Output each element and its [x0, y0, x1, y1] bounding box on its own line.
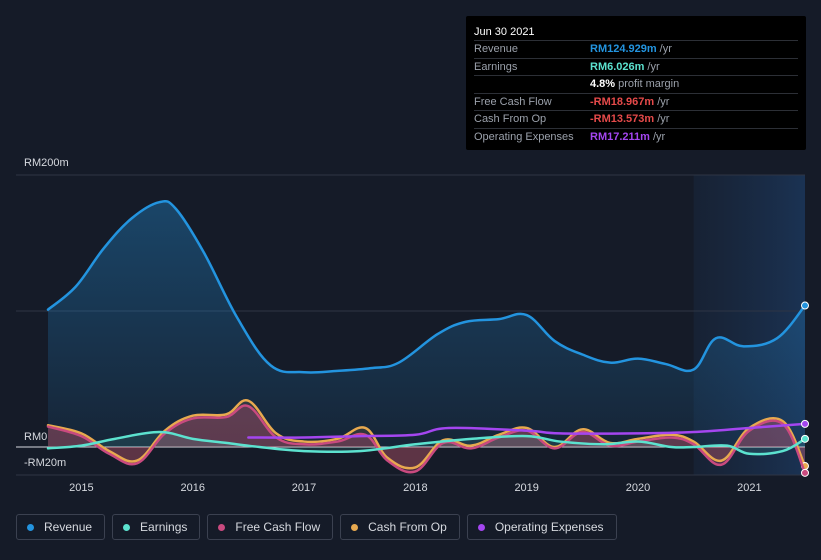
tooltip-row-label: Revenue	[474, 43, 519, 55]
x-tick-label: 2016	[180, 482, 204, 494]
free-cash-flow-line	[46, 404, 807, 475]
x-tick-label: 2019	[514, 482, 538, 494]
x-tick-label: 2018	[403, 482, 427, 494]
x-tick-label: 2017	[292, 482, 316, 494]
free-cash-flow-end-point	[801, 468, 809, 477]
tooltip-row-unit: profit margin	[618, 78, 680, 90]
tooltip-row-label: Operating Expenses	[474, 130, 574, 143]
revenue-line	[46, 199, 807, 374]
revenue-end-point	[801, 301, 809, 310]
x-tick-label: 2021	[737, 482, 761, 494]
tooltip-row-value: 4.8%	[590, 78, 616, 90]
tooltip-row-value: RM6.026m	[590, 60, 645, 73]
cash-from-op-line	[46, 399, 807, 470]
tooltip-row-unit: /yr	[659, 43, 672, 55]
earnings-end-point	[801, 434, 809, 443]
tooltip-row-value: RM17.211m	[590, 130, 650, 143]
legend-dot-icon	[477, 523, 485, 531]
tooltip-row-label: Cash From Op	[474, 113, 547, 125]
tooltip-row: Cash From Op -RM13.573m/yr	[474, 111, 798, 129]
legend-dot-icon	[27, 523, 34, 531]
legend-label: Operating Expenses	[494, 520, 604, 534]
y-tick-label: RM0	[24, 431, 47, 443]
y-tick-label: -RM20m	[24, 457, 66, 469]
tooltip-row: Revenue RM124.929m/yr	[474, 41, 798, 59]
tooltip-row-value: RM124.929m	[590, 43, 657, 55]
tooltip-row-unit: /yr	[652, 130, 666, 143]
tooltip-row-unit: /yr	[647, 60, 660, 73]
tooltip-row-unit: /yr	[657, 95, 670, 108]
tooltip-row: Free Cash Flow -RM18.967m/yr	[474, 94, 798, 111]
legend-label: Revenue	[44, 520, 93, 534]
tooltip-row-value: -RM18.967m	[590, 95, 655, 108]
tooltip-row-label	[474, 76, 590, 93]
x-tick-label: 2020	[626, 482, 650, 494]
tooltip-row: Operating Expenses RM17.211m/yr	[474, 129, 798, 146]
operating-expenses-line	[247, 422, 807, 439]
cash-from-op-area	[48, 400, 805, 469]
tooltip-row-label: Earnings	[474, 60, 518, 73]
tooltip-row-unit: /yr	[657, 113, 670, 125]
legend-item-cash-from-op[interactable]: Cash From Op	[340, 514, 460, 540]
legend-dot-icon	[351, 523, 359, 531]
y-tick-label: RM200m	[24, 157, 69, 169]
chart-legend: Revenue Earnings Free Cash Flow Cash From O…	[16, 514, 617, 540]
legend-label: Cash From Op	[368, 520, 447, 534]
tooltip-row: 4.8% profit margin	[474, 76, 798, 94]
legend-dot-icon	[123, 523, 131, 531]
x-tick-label: 2015	[69, 482, 93, 494]
tooltip-row: Earnings RM6.026m/yr	[474, 59, 798, 76]
legend-label: Free Cash Flow	[235, 520, 321, 534]
legend-item-revenue[interactable]: Revenue	[16, 514, 106, 540]
operating-expenses-end-point	[801, 419, 809, 428]
tooltip-row-value: -RM13.573m	[590, 113, 655, 125]
earnings-line	[46, 430, 807, 456]
legend-label: Earnings	[140, 520, 188, 534]
free-cash-flow-area	[48, 405, 805, 473]
revenue-area	[48, 201, 805, 447]
tooltip-panel: Jun 30 2021 Revenue RM124.929m/yr Earnings…	[466, 16, 806, 150]
legend-item-operating-expenses[interactable]: Operating Expenses	[466, 514, 617, 540]
tooltip-date: Jun 30 2021	[474, 24, 798, 41]
tooltip-row-label: Free Cash Flow	[474, 95, 552, 108]
legend-item-earnings[interactable]: Earnings	[112, 514, 201, 540]
legend-item-free-cash-flow[interactable]: Free Cash Flow	[207, 514, 334, 540]
legend-dot-icon	[218, 523, 226, 531]
